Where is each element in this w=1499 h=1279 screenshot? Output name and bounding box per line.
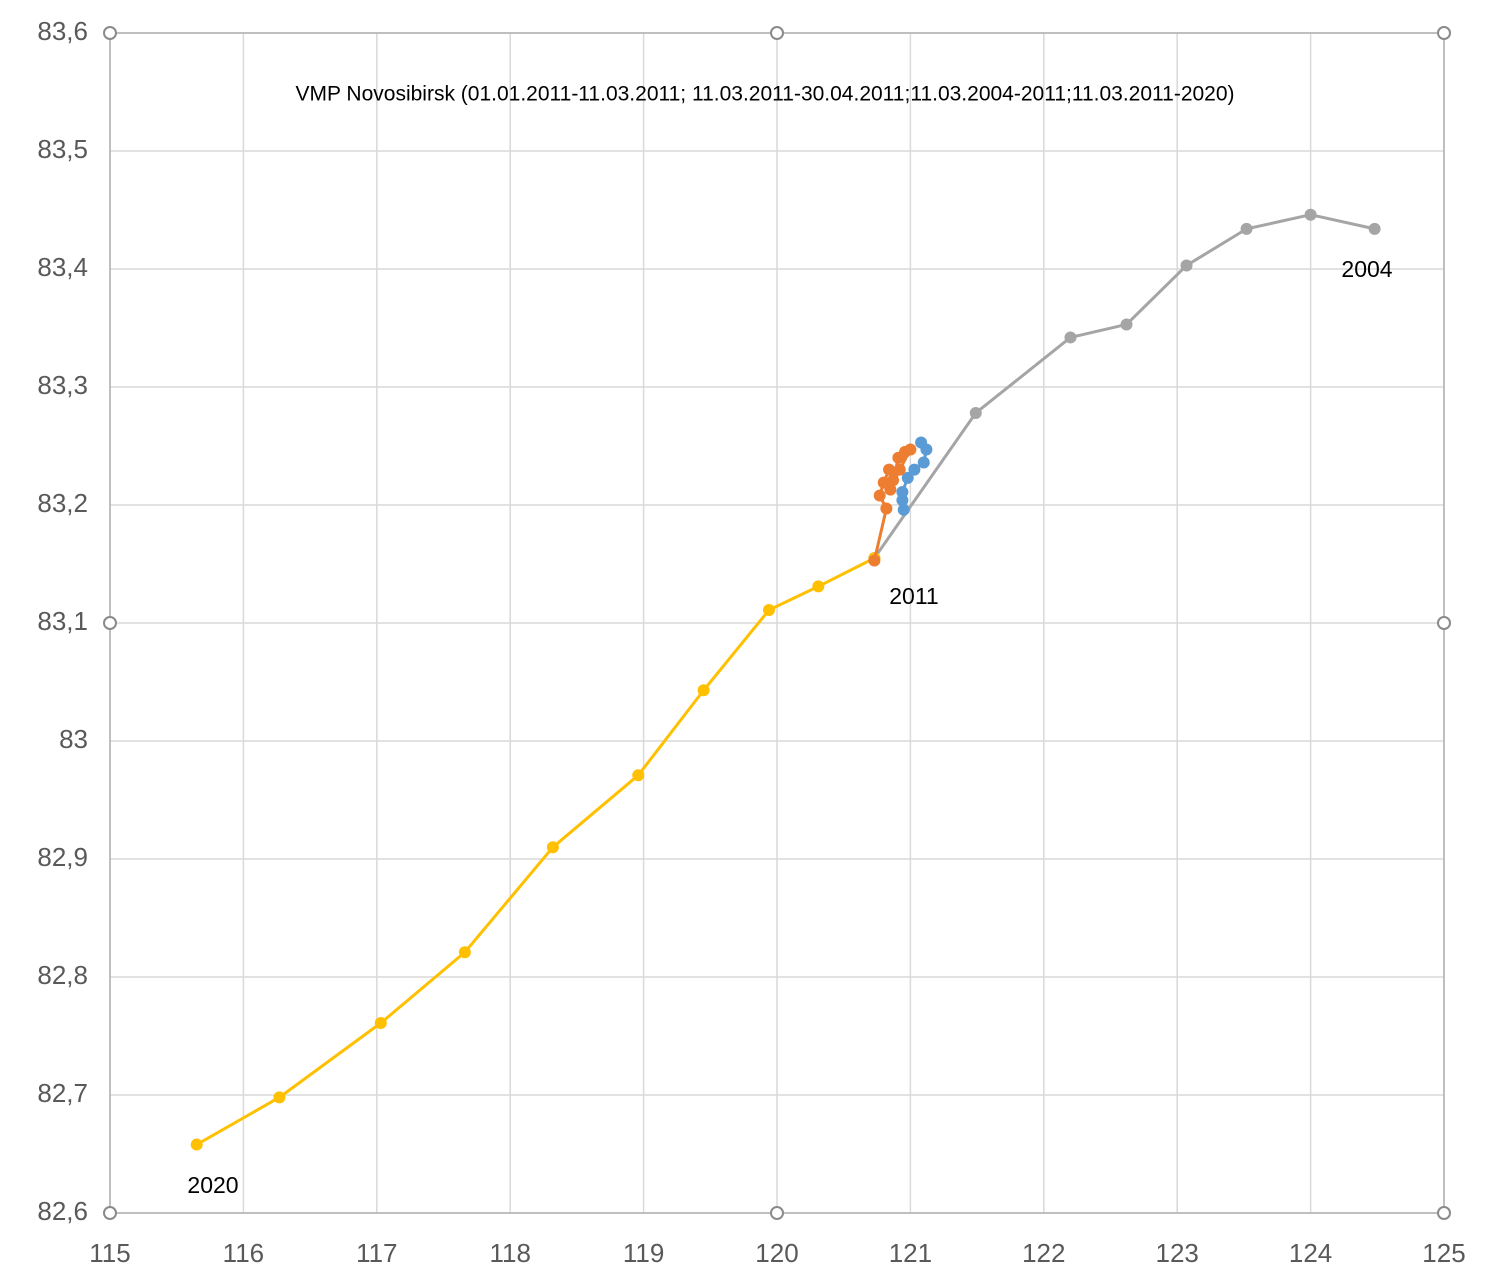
data-point [190, 1138, 203, 1151]
data-point [897, 503, 910, 516]
x-tick-label: 125 [1422, 1238, 1465, 1268]
data-point [1240, 222, 1253, 235]
data-point [632, 769, 645, 782]
handle[interactable] [103, 1206, 117, 1220]
handle[interactable] [1437, 616, 1451, 630]
data-point [893, 463, 906, 476]
y-tick-label: 83,1 [37, 606, 88, 636]
handle[interactable] [770, 1206, 784, 1220]
x-tick-label: 124 [1289, 1238, 1332, 1268]
plot-area [190, 208, 1381, 1151]
data-point [1368, 222, 1381, 235]
y-tick-label: 83,6 [37, 16, 88, 46]
series-line [873, 213, 1375, 559]
x-tick-label: 115 [89, 1238, 130, 1268]
x-tick-label: 121 [889, 1238, 932, 1268]
y-tick-label: 83,4 [37, 252, 88, 282]
handle[interactable] [103, 26, 117, 40]
data-point [273, 1091, 286, 1104]
data-point [908, 463, 921, 476]
y-tick-label: 82,8 [37, 960, 88, 990]
data-point [697, 684, 710, 697]
data-point [887, 474, 900, 487]
data-point [896, 494, 909, 507]
data-point [969, 406, 982, 419]
data-point [546, 841, 559, 854]
annotation: 2020 [187, 1172, 238, 1198]
data-point [880, 502, 893, 515]
data-point [904, 443, 917, 456]
y-tick-label: 82,7 [37, 1078, 88, 1108]
x-tick-label: 120 [755, 1238, 798, 1268]
y-tick-label: 83 [59, 724, 88, 754]
annotation: 2011 [889, 583, 938, 609]
data-point [868, 554, 881, 567]
data-point [896, 486, 909, 499]
data-point [901, 471, 914, 484]
data-point [873, 489, 886, 502]
data-point [812, 580, 825, 593]
x-tick-label: 116 [223, 1238, 264, 1268]
y-tick-label: 83,3 [37, 370, 88, 400]
x-tick-label: 119 [623, 1238, 664, 1268]
y-tick-label: 83,2 [37, 488, 88, 518]
y-tick-label: 83,5 [37, 134, 88, 164]
data-point [1120, 318, 1133, 331]
y-tick-label: 82,6 [37, 1196, 88, 1226]
data-point [917, 456, 930, 469]
handle[interactable] [1437, 1206, 1451, 1220]
data-point [1064, 331, 1077, 344]
data-point [1304, 208, 1317, 221]
y-tick-label: 82,9 [37, 842, 88, 872]
handle[interactable] [1437, 26, 1451, 40]
x-tick-label: 123 [1156, 1238, 1199, 1268]
x-tick-label: 122 [1022, 1238, 1065, 1268]
data-point [884, 483, 897, 496]
handle[interactable] [770, 26, 784, 40]
resize-handles [103, 26, 1451, 1220]
data-point [883, 463, 896, 476]
annotation: 2004 [1341, 256, 1392, 282]
chart-title: VMP Novosibirsk (01.01.2011-11.03.2011; … [295, 83, 1234, 106]
data-point [374, 1017, 387, 1030]
series-line [195, 556, 876, 1146]
x-tick-label: 118 [489, 1238, 530, 1268]
x-tick-label: 117 [356, 1238, 397, 1268]
handle[interactable] [103, 616, 117, 630]
data-point [762, 604, 775, 617]
data-point [1180, 259, 1193, 272]
data-point [458, 946, 471, 959]
data-point [920, 443, 933, 456]
